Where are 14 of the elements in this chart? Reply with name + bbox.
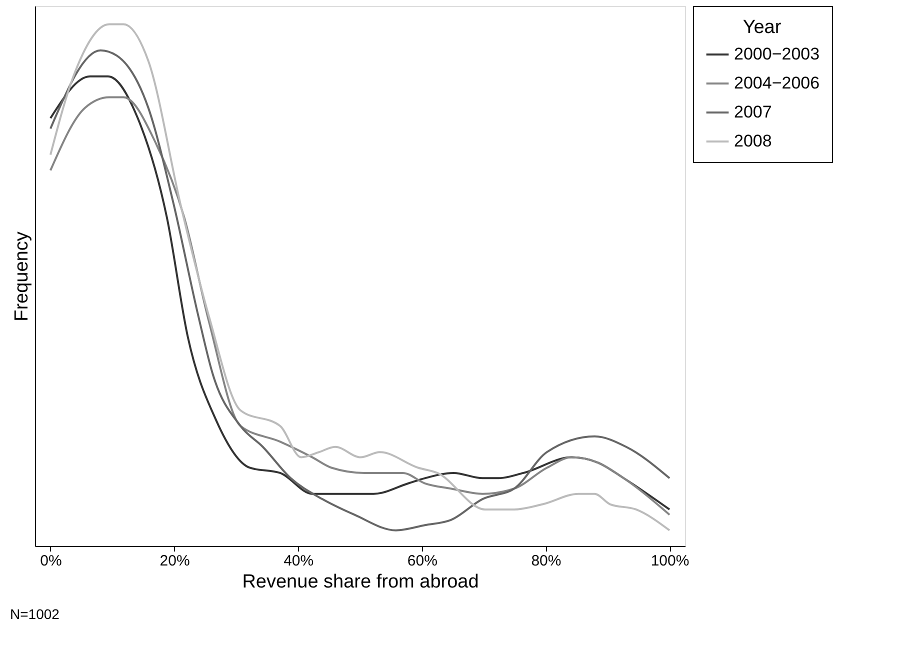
legend-title: Year [742, 17, 782, 38]
x-tick-label: 80% [531, 552, 562, 570]
x-tick-label: 20% [160, 552, 190, 570]
legend-label: 2007 [734, 102, 772, 122]
y-axis-title: Frequency [12, 231, 32, 322]
x-tick-label: 40% [284, 552, 314, 570]
x-tick-label: 60% [407, 552, 438, 570]
legend-label: 2008 [734, 132, 772, 150]
x-tick-label: 100% [650, 552, 690, 570]
legend-label: 2000−2003 [734, 44, 820, 64]
legend-label: 2004−2006 [734, 74, 820, 92]
x-tick-label: 0% [40, 552, 62, 570]
x-axis-title: Revenue share from abroad [242, 572, 479, 592]
text: N=1002 [10, 606, 60, 622]
